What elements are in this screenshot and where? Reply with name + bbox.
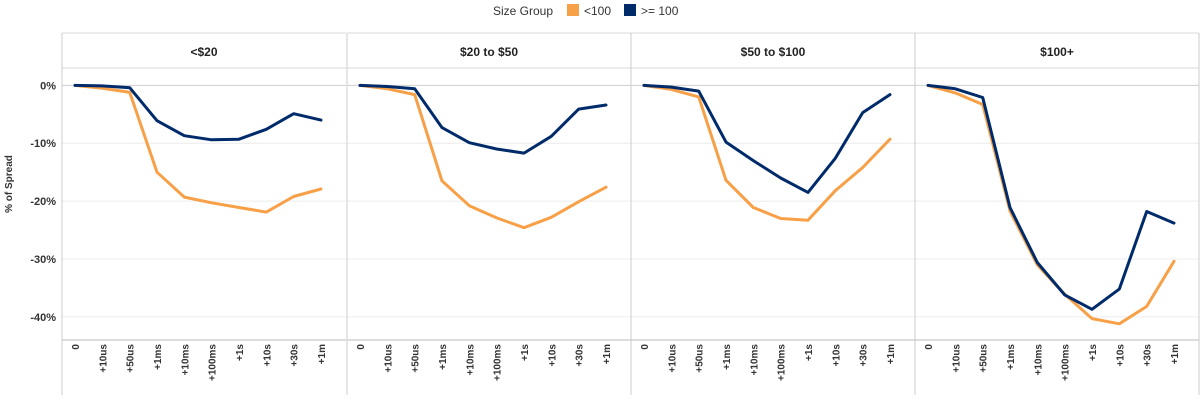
y-tick-label: 0% xyxy=(40,80,56,92)
legend-label-lt100: <100 xyxy=(584,4,611,18)
panel-0: <$20 0 +10us +50us +1ms +10ms +100ms +1s +10s +30… xyxy=(61,32,346,395)
x-tick-label: +10ms xyxy=(749,344,760,376)
x-tick-label: +50us xyxy=(979,344,990,373)
x-tick-label: +10s xyxy=(1115,344,1126,367)
x-tick-label: +1s xyxy=(235,344,246,361)
x-tick-label: +50us xyxy=(126,344,137,373)
x-tick-label: +1ms xyxy=(1006,344,1017,370)
x-tick-label: +1ms xyxy=(438,344,449,370)
x-tick-label: +10s xyxy=(547,344,558,367)
series-line-gte100 xyxy=(358,83,608,155)
y-tick-label: -30% xyxy=(30,254,56,266)
x-tick-label: +1s xyxy=(804,344,815,361)
x-tick-label: +10us xyxy=(383,344,394,373)
series-line-lt100 xyxy=(73,83,323,214)
x-tick-label: +50us xyxy=(411,344,422,373)
legend-title: Size Group xyxy=(493,4,553,18)
x-tick-label: +1ms xyxy=(153,344,164,370)
x-tick-label: +100ms xyxy=(777,344,788,381)
series-line-gte100 xyxy=(642,83,892,194)
x-tick-label: 0 xyxy=(71,344,82,350)
y-tick-label: -20% xyxy=(30,196,56,208)
x-tick-label: +1s xyxy=(520,344,531,361)
x-tick-label: 0 xyxy=(356,344,367,350)
x-tick-label: 0 xyxy=(924,344,935,350)
panel-title: <$20 xyxy=(190,45,217,59)
legend: Size Group <100 >= 100 xyxy=(493,4,679,18)
x-tick-label: +10s xyxy=(831,344,842,367)
x-tick-label: +10us xyxy=(98,344,109,373)
legend-swatch-gte100 xyxy=(624,4,636,16)
x-tick-label: +10us xyxy=(951,344,962,373)
series-line-gte100 xyxy=(73,83,323,142)
panel-title: $20 to $50 xyxy=(460,45,518,59)
x-tick-label: 0 xyxy=(640,344,651,350)
x-tick-label: +100ms xyxy=(493,344,504,381)
series-line-lt100 xyxy=(642,83,892,222)
x-tick-label: +100ms xyxy=(208,344,219,381)
x-tick-label: +10s xyxy=(262,344,273,367)
panel-2: $50 to $100 0 +10us +50us +1ms +10ms +100ms +1s… xyxy=(630,32,915,395)
panel-3: $100+ 0 +10us +50us +1ms +10ms +100ms +1s +10s +3… xyxy=(914,32,1200,395)
x-tick-label: +10us xyxy=(667,344,678,373)
series-line-lt100 xyxy=(358,83,608,230)
x-tick-label: +1m xyxy=(886,344,897,364)
x-tick-label: +10ms xyxy=(180,344,191,376)
x-tick-label: +30s xyxy=(859,344,870,367)
y-axis-ticks: 0% -10% -20% -30% -40% xyxy=(30,80,56,323)
panel-1: $20 to $50 0 +10us +50us +1ms +10ms +100ms +1s +… xyxy=(346,32,631,395)
series-line-lt100 xyxy=(926,83,1176,326)
legend-label-gte100: >= 100 xyxy=(641,4,679,18)
panel-title: $100+ xyxy=(1040,45,1074,59)
x-tick-label: +50us xyxy=(695,344,706,373)
x-tick-label: +10ms xyxy=(465,344,476,376)
y-tick-label: -40% xyxy=(30,312,56,324)
x-tick-label: +1m xyxy=(602,344,613,364)
y-tick-label: -10% xyxy=(30,138,56,150)
x-tick-label: +1m xyxy=(1170,344,1181,364)
panels: <$20 0 +10us +50us +1ms +10ms +100ms +1s +10s +30… xyxy=(61,32,1200,395)
x-tick-label: +30s xyxy=(290,344,301,367)
panel-title: $50 to $100 xyxy=(741,45,806,59)
x-tick-label: +100ms xyxy=(1061,344,1072,381)
y-axis-label: % of Spread xyxy=(4,155,15,213)
x-tick-label: +1s xyxy=(1088,344,1099,361)
x-tick-label: +1ms xyxy=(722,344,733,370)
x-tick-label: +1m xyxy=(317,344,328,364)
x-tick-label: +10ms xyxy=(1033,344,1044,376)
legend-swatch-lt100 xyxy=(567,4,579,16)
x-tick-label: +30s xyxy=(1143,344,1154,367)
series-line-gte100 xyxy=(926,83,1176,311)
x-tick-label: +30s xyxy=(575,344,586,367)
